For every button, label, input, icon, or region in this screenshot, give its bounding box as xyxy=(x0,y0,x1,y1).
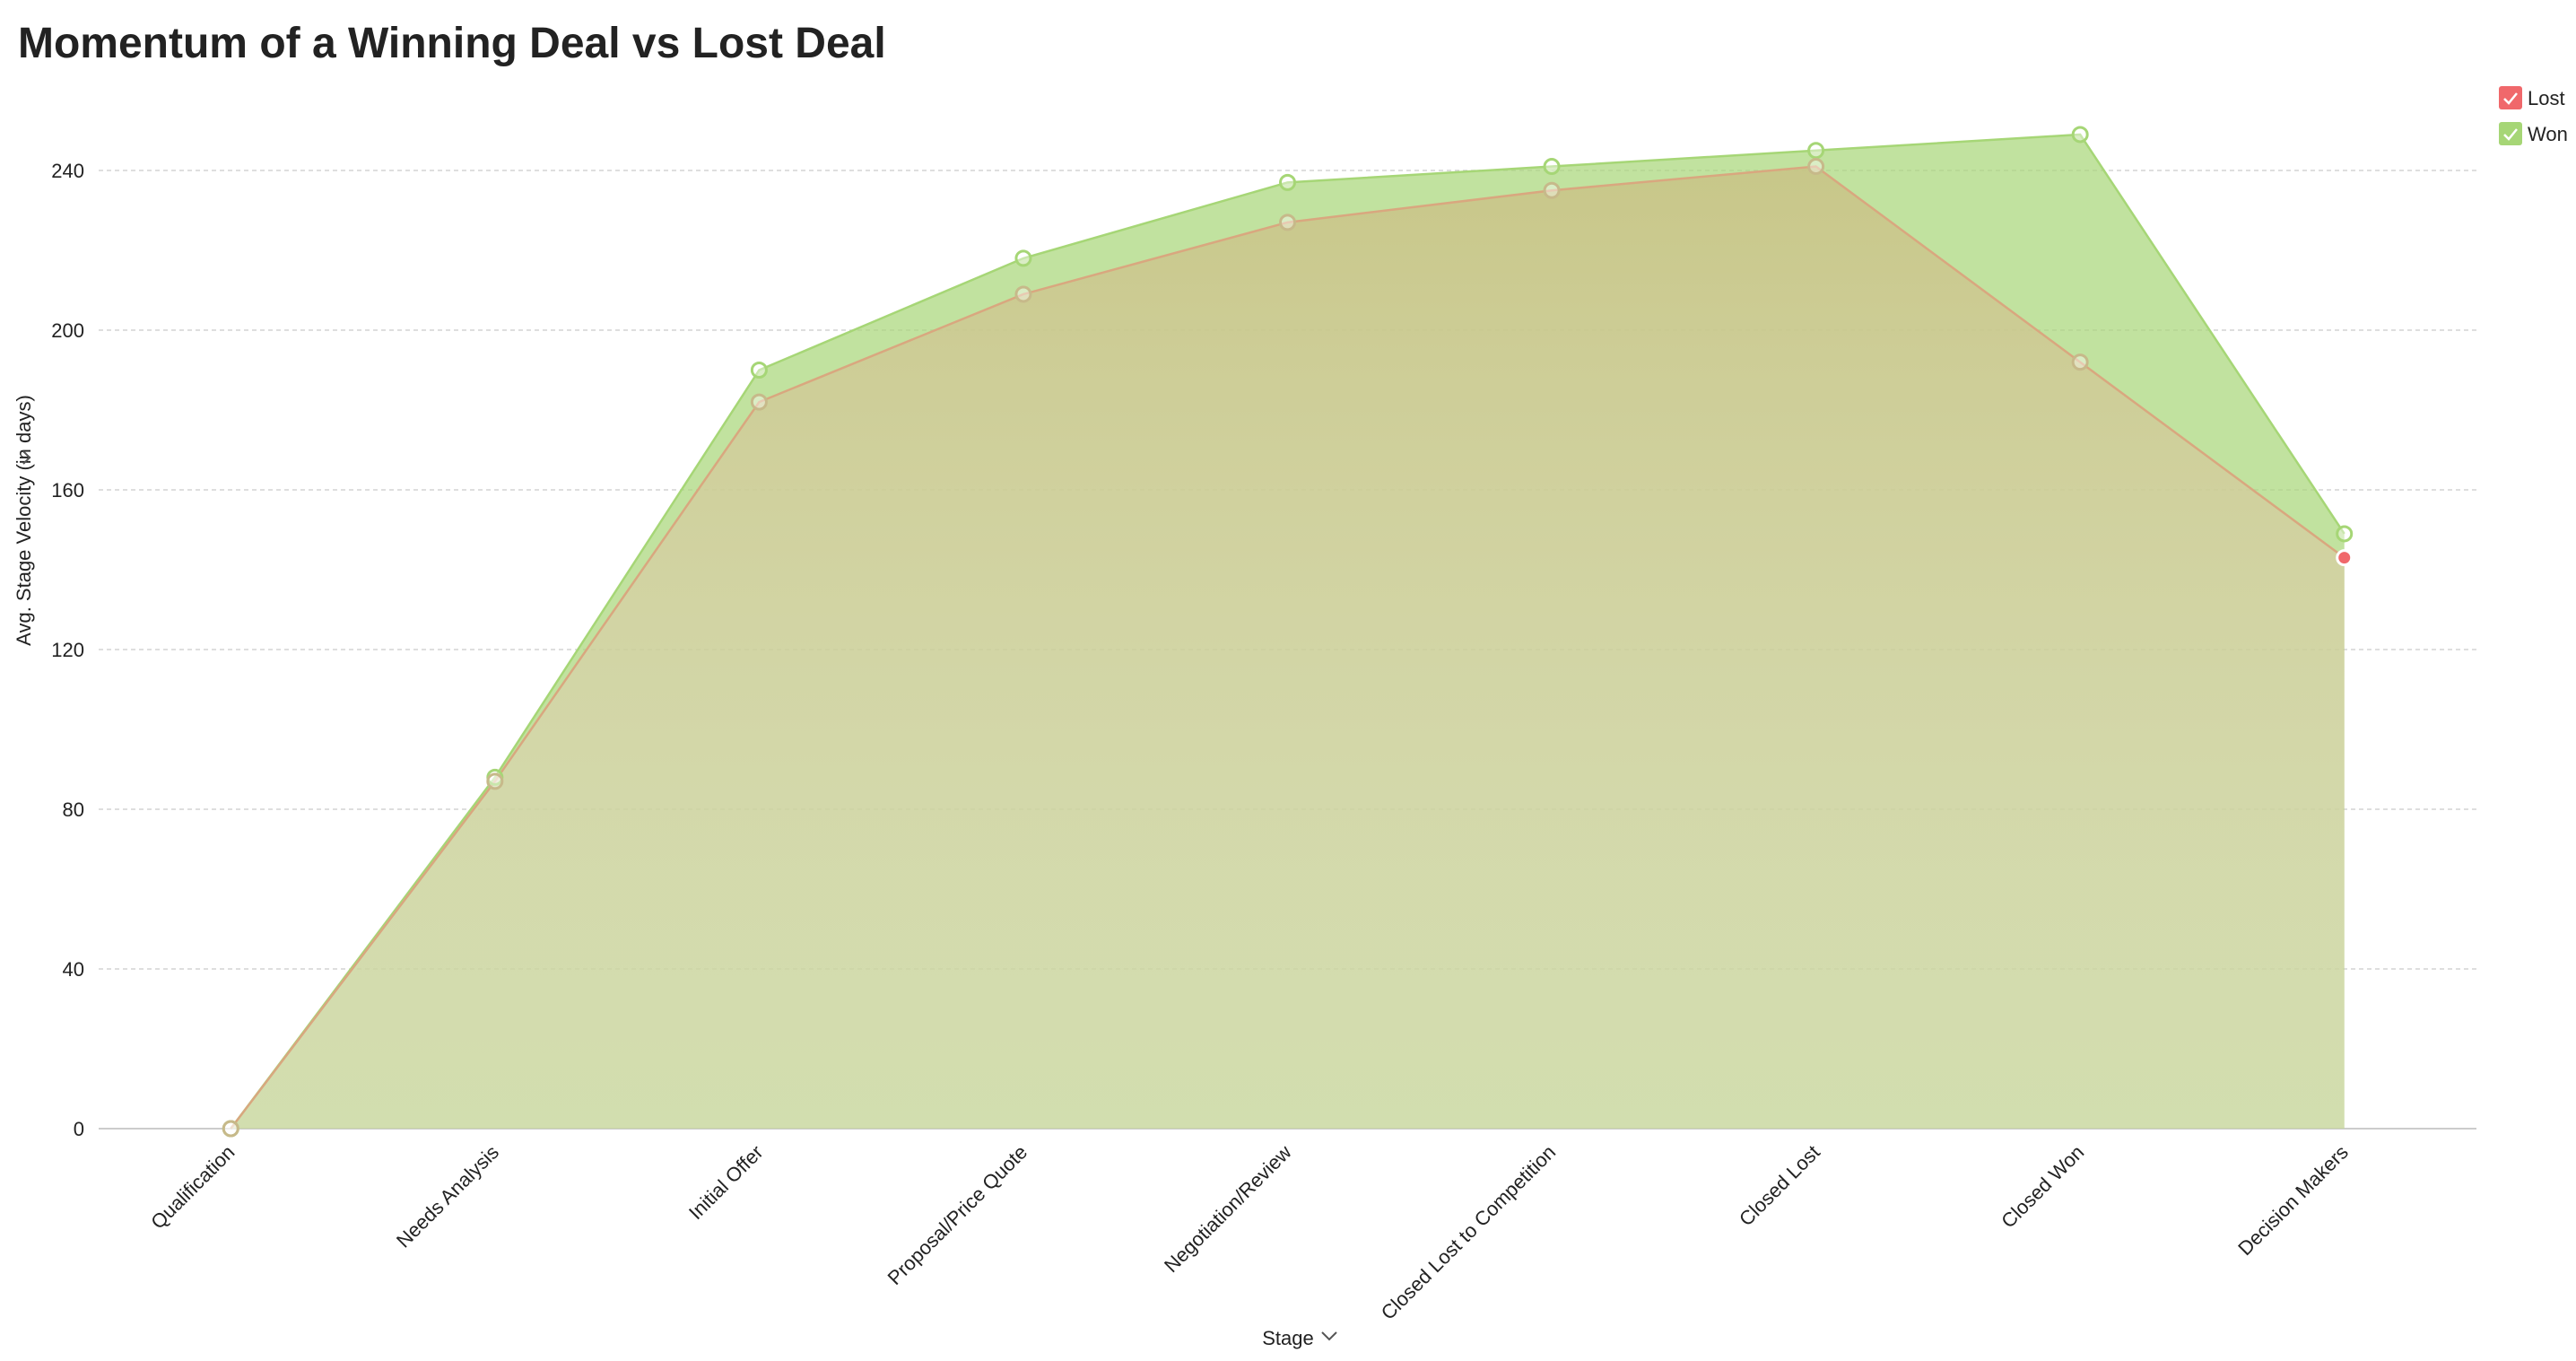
x-tick: Closed Lost to Competition xyxy=(1377,1141,1560,1324)
x-tick-label: Closed Lost to Competition xyxy=(1377,1141,1560,1324)
x-tick: Proposal/Price Quote xyxy=(883,1141,1032,1290)
point[interactable] xyxy=(2071,126,2089,144)
x-tick: Qualification xyxy=(146,1141,239,1234)
x-axis-label[interactable]: Stage xyxy=(1262,1327,1314,1349)
x-tick: Initial Offer xyxy=(684,1141,768,1225)
point[interactable] xyxy=(1014,249,1032,267)
x-tick-label: Negotiation/Review xyxy=(1160,1140,1296,1277)
y-axis-title[interactable]: Avg. Stage Velocity (in days) xyxy=(13,395,35,646)
x-tick-label: Needs Analysis xyxy=(392,1141,503,1252)
legend-label: Won xyxy=(2528,123,2568,145)
y-axis-chevron[interactable] xyxy=(22,450,31,465)
point[interactable] xyxy=(222,1120,239,1138)
point[interactable] xyxy=(1543,158,1561,176)
y-tick-label: 160 xyxy=(51,479,84,502)
point[interactable] xyxy=(2336,549,2354,567)
x-axis-chevron[interactable] xyxy=(1321,1331,1337,1341)
y-tick-label: 80 xyxy=(63,798,84,821)
legend-swatch[interactable] xyxy=(2499,122,2522,145)
chart-title: Momentum of a Winning Deal vs Lost Deal xyxy=(18,20,886,67)
y-tick-label: 240 xyxy=(51,160,84,182)
legend-swatch[interactable] xyxy=(2499,86,2522,109)
y-tick-label: 0 xyxy=(74,1118,84,1140)
x-tick-label: Decision Makers xyxy=(2233,1141,2353,1261)
x-tick: Negotiation/Review xyxy=(1160,1140,1296,1277)
point[interactable] xyxy=(1807,158,1825,176)
legend-label: Lost xyxy=(2528,87,2565,109)
line xyxy=(230,165,2345,1130)
point[interactable] xyxy=(1543,181,1561,199)
point[interactable] xyxy=(1279,214,1296,231)
x-tick: Closed Lost xyxy=(1735,1141,1824,1231)
line xyxy=(230,133,2345,1130)
legend-check xyxy=(2503,128,2518,141)
point[interactable] xyxy=(2071,353,2089,371)
x-tick-label: Initial Offer xyxy=(684,1141,768,1225)
area xyxy=(231,166,2345,1129)
y-tick-label: 200 xyxy=(51,319,84,342)
x-tick-label: Qualification xyxy=(146,1141,239,1234)
x-tick-label: Closed Lost xyxy=(1735,1141,1824,1231)
x-tick-label: Proposal/Price Quote xyxy=(883,1141,1032,1290)
y-axis-label: Avg. Stage Velocity (in days) xyxy=(13,395,35,646)
y-tick-label: 40 xyxy=(63,958,84,981)
y-tick-label: 120 xyxy=(51,639,84,661)
point[interactable] xyxy=(750,362,768,379)
x-tick: Decision Makers xyxy=(2233,1141,2353,1261)
legend-check xyxy=(2503,92,2518,105)
point[interactable] xyxy=(1807,142,1825,160)
x-tick: Needs Analysis xyxy=(392,1141,503,1252)
point[interactable] xyxy=(1279,173,1296,191)
x-tick: Closed Won xyxy=(1997,1141,2088,1233)
point[interactable] xyxy=(486,772,504,790)
x-tick-label: Closed Won xyxy=(1997,1141,2088,1233)
point[interactable] xyxy=(1014,285,1032,303)
point[interactable] xyxy=(2336,525,2354,543)
point[interactable] xyxy=(750,393,768,411)
